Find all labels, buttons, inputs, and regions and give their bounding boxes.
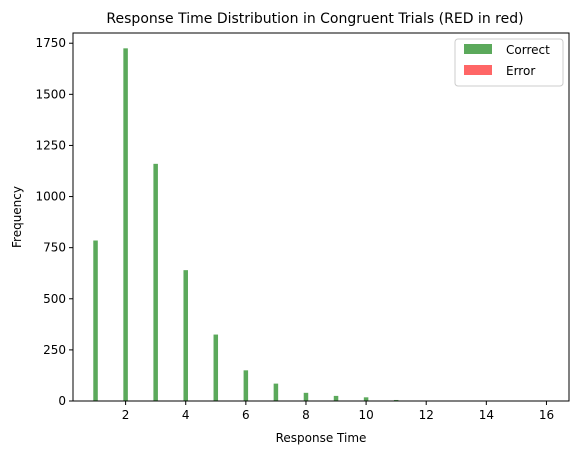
- y-tick-label-0: 0: [58, 394, 66, 408]
- x-axis-label: Response Time: [276, 431, 367, 445]
- bar-correct-11: [393, 399, 399, 401]
- x-tick-label-10: 10: [358, 408, 373, 422]
- y-tick-label-750: 750: [43, 241, 66, 255]
- plot-background: [73, 33, 569, 401]
- bar-correct-2: [123, 48, 128, 401]
- bar-correct-6: [243, 370, 249, 401]
- plot-area: [72, 32, 570, 402]
- bar-correct-4: [183, 270, 188, 401]
- x-tick-label-6: 6: [242, 408, 250, 422]
- bars-group: [93, 48, 399, 401]
- bar-correct-3: [153, 163, 158, 401]
- x-tick-label-12: 12: [419, 408, 434, 422]
- y-tick-label-1000: 1000: [35, 190, 66, 204]
- bar-correct-10: [363, 397, 369, 401]
- chart-title: Response Time Distribution in Congruent …: [106, 11, 523, 27]
- bar-correct-1: [93, 240, 98, 401]
- legend-label-error: Error: [506, 64, 535, 78]
- bar-correct-9: [333, 395, 339, 401]
- x-tick-label-16: 16: [539, 408, 554, 422]
- y-tick-label-1750: 1750: [35, 36, 66, 50]
- y-axis: 0 250 500 750 1000 1250 1500 1750: [35, 36, 73, 408]
- y-axis-label: Frequency: [10, 186, 24, 248]
- x-axis: 2 4 6 8 10 12 14 16: [122, 401, 554, 422]
- x-tick-label-14: 14: [479, 408, 494, 422]
- bar-correct-5: [213, 334, 219, 401]
- legend-swatch-error: [464, 65, 492, 75]
- plot-frame: [72, 32, 570, 402]
- x-tick-label-4: 4: [182, 408, 190, 422]
- legend-swatch-correct: [464, 44, 492, 54]
- legend: Correct Error: [454, 38, 564, 87]
- bar-correct-8: [303, 392, 309, 401]
- y-tick-label-250: 250: [43, 343, 66, 357]
- legend-label-correct: Correct: [506, 43, 550, 57]
- y-tick-label-500: 500: [43, 292, 66, 306]
- x-tick-label-8: 8: [302, 408, 310, 422]
- bar-correct-7: [273, 383, 279, 401]
- y-tick-label-1250: 1250: [35, 138, 66, 152]
- x-tick-label-2: 2: [122, 408, 130, 422]
- y-tick-label-1500: 1500: [35, 87, 66, 101]
